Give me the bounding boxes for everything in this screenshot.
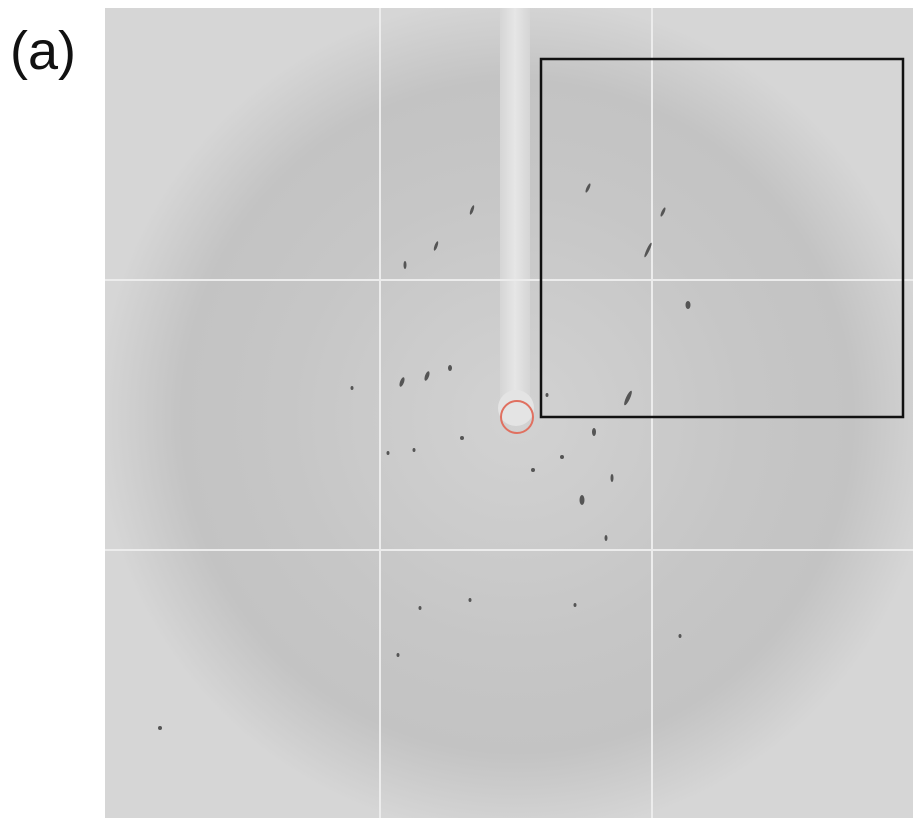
beam-stop-tip: [498, 390, 534, 426]
panel-label: (a): [10, 21, 76, 81]
region-box: [539, 57, 905, 419]
diffraction-spots: [158, 183, 691, 730]
beam-center-marker: [500, 400, 534, 434]
panel-gaps: [105, 8, 913, 818]
beam-stop: [500, 8, 530, 400]
